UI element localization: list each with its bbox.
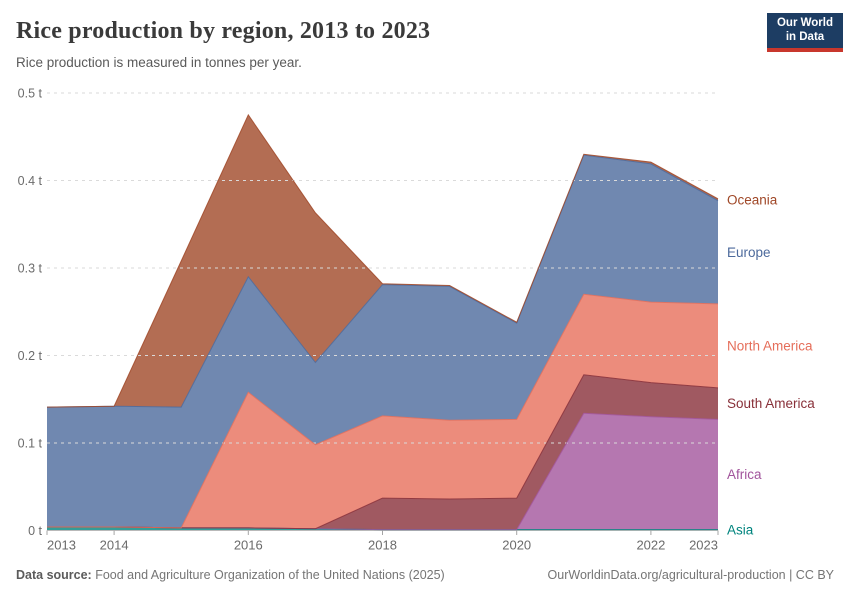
area-top-line-europe [46, 154, 719, 408]
y-tick-label-0: 0 t [28, 524, 42, 538]
data-source-label: Data source: [16, 568, 92, 582]
x-tick-label-2014: 2014 [100, 538, 129, 553]
y-tick-label-0.5: 0.5 t [18, 87, 43, 101]
x-tick-label-2018: 2018 [368, 538, 397, 553]
series-label-europe[interactable]: Europe [727, 245, 771, 260]
owid-logo-line2: in Data [785, 30, 825, 43]
x-tick-label-2022: 2022 [636, 538, 665, 553]
series-label-oceania[interactable]: Oceania [727, 192, 778, 207]
owid-logo[interactable]: Our World in Data [767, 13, 843, 52]
x-tick-label-2023: 2023 [689, 538, 718, 553]
y-tick-label-0.2: 0.2 t [18, 349, 43, 363]
y-tick-label-0.3: 0.3 t [18, 262, 43, 276]
x-tick-label-2016: 2016 [234, 538, 263, 553]
y-tick-label-0.4: 0.4 t [18, 174, 43, 188]
area-north-america[interactable] [47, 294, 718, 529]
owid-logo-line1: Our World [776, 17, 833, 29]
series-label-asia[interactable]: Asia [727, 523, 754, 538]
x-tick-label-2013: 2013 [47, 538, 76, 553]
chart-subtitle: Rice production is measured in tonnes pe… [16, 55, 302, 70]
x-tick-label-2020: 2020 [502, 538, 531, 553]
series-label-north-america[interactable]: North America [727, 338, 813, 353]
y-tick-label-0.1: 0.1 t [18, 437, 43, 451]
area-top-line-oceania [46, 113, 719, 408]
area-africa[interactable] [47, 413, 718, 530]
chart-footer: Data source: Food and Agriculture Organi… [16, 568, 834, 582]
credit-link[interactable]: OurWorldinData.org/agricultural-producti… [547, 568, 834, 582]
series-label-africa[interactable]: Africa [727, 467, 762, 482]
data-source-text: Food and Agriculture Organization of the… [91, 568, 445, 582]
page-title: Rice production by region, 2013 to 2023 [16, 18, 431, 44]
area-europe[interactable] [47, 155, 718, 528]
area-top-line-north-america [47, 293, 719, 529]
series-label-south-america[interactable]: South America [727, 396, 815, 411]
